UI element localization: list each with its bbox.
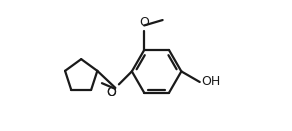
Text: O: O: [139, 17, 149, 29]
Text: O: O: [106, 86, 116, 99]
Text: O: O: [106, 86, 116, 99]
Text: OH: OH: [201, 75, 221, 89]
